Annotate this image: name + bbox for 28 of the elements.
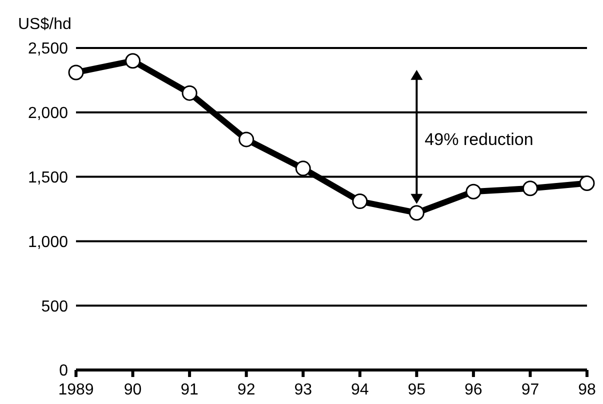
point [352, 194, 368, 210]
y-tick-label: 1,500 [28, 169, 68, 186]
point [408, 205, 424, 221]
x-tick-label: 98 [578, 381, 596, 398]
x-tick-label: 94 [350, 381, 369, 398]
y-axis-title: US$/hd [18, 16, 72, 34]
x-tick-label: 97 [521, 381, 540, 398]
x-tick-label: 92 [237, 381, 256, 398]
point [125, 53, 141, 69]
x-tick-label: 91 [180, 381, 199, 398]
x-tick-label: 96 [464, 381, 482, 398]
x-tick-label: 95 [408, 381, 426, 398]
point [579, 175, 595, 191]
y-tick-label: 0 [59, 362, 68, 380]
x-tick-label: 90 [124, 381, 142, 398]
point [522, 180, 538, 196]
y-tick-label: 2,500 [28, 40, 68, 58]
annotation: 49% reduction [424, 130, 534, 150]
y-tick-label: 1,000 [28, 234, 68, 251]
point [68, 64, 84, 80]
point [238, 132, 254, 148]
point [466, 184, 482, 200]
x-tick-label: 93 [294, 381, 312, 398]
y-tick-label: 2,000 [28, 105, 68, 122]
point [182, 85, 198, 101]
y-tick-label: 500 [41, 298, 68, 316]
x-tick-label: 1989 [58, 381, 94, 398]
point [295, 160, 311, 176]
